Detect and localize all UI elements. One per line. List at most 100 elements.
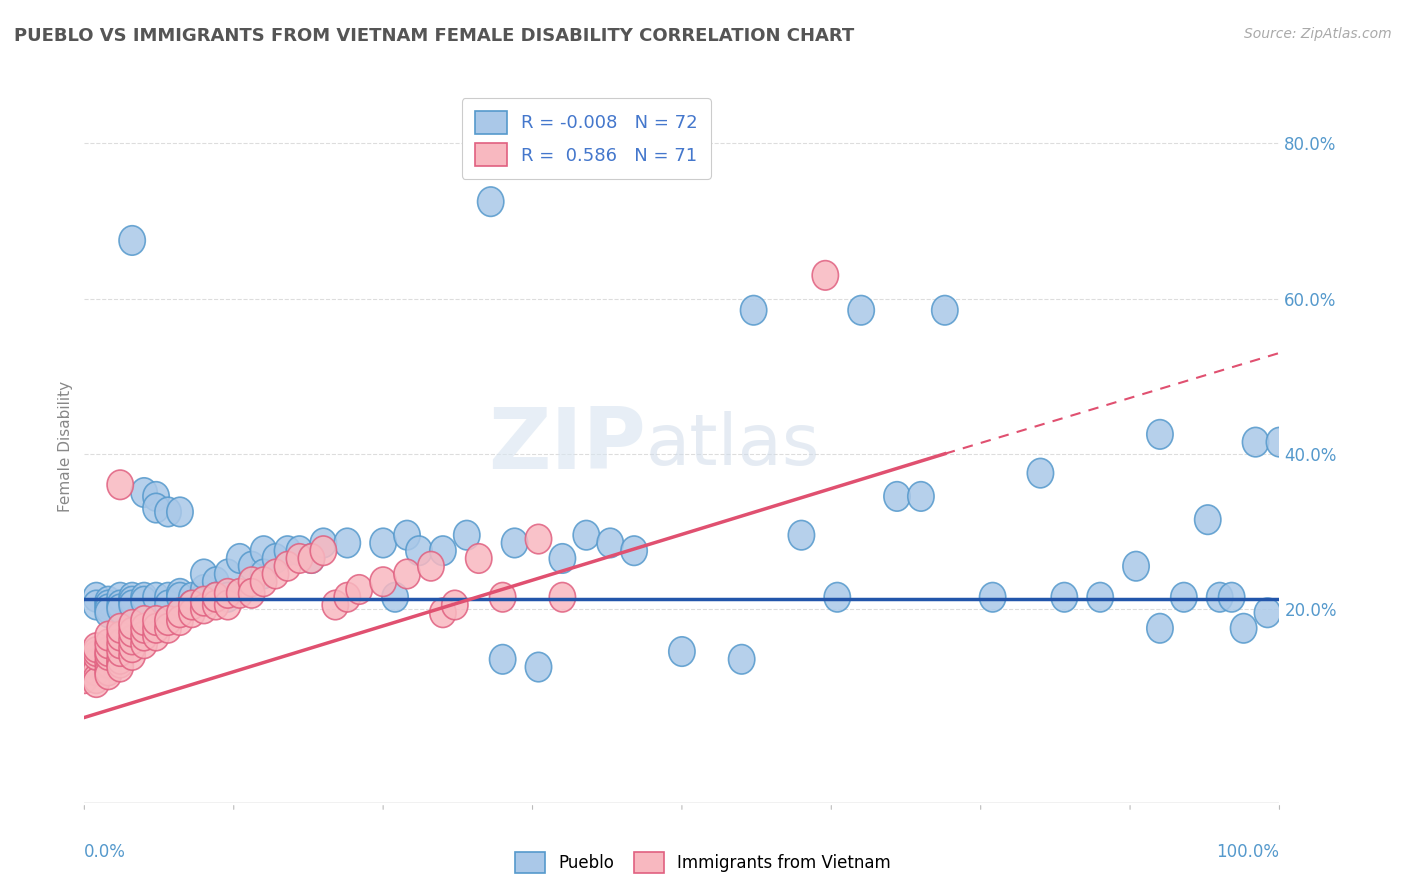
Legend: Pueblo, Immigrants from Vietnam: Pueblo, Immigrants from Vietnam xyxy=(508,846,898,880)
Ellipse shape xyxy=(226,579,253,608)
Ellipse shape xyxy=(441,591,468,620)
Ellipse shape xyxy=(143,622,169,651)
Ellipse shape xyxy=(489,582,516,612)
Ellipse shape xyxy=(848,295,875,325)
Ellipse shape xyxy=(96,640,121,670)
Ellipse shape xyxy=(454,520,479,550)
Ellipse shape xyxy=(1254,598,1281,627)
Ellipse shape xyxy=(83,633,110,663)
Ellipse shape xyxy=(96,598,121,627)
Ellipse shape xyxy=(202,567,229,597)
Ellipse shape xyxy=(107,629,134,658)
Ellipse shape xyxy=(96,637,121,666)
Ellipse shape xyxy=(1267,427,1292,457)
Ellipse shape xyxy=(83,582,110,612)
Ellipse shape xyxy=(179,591,205,620)
Ellipse shape xyxy=(298,544,325,574)
Ellipse shape xyxy=(191,559,217,589)
Ellipse shape xyxy=(179,582,205,612)
Ellipse shape xyxy=(322,591,349,620)
Ellipse shape xyxy=(191,586,217,615)
Ellipse shape xyxy=(250,567,277,597)
Ellipse shape xyxy=(107,648,134,678)
Ellipse shape xyxy=(550,582,575,612)
Ellipse shape xyxy=(83,591,110,620)
Ellipse shape xyxy=(406,536,432,566)
Ellipse shape xyxy=(143,606,169,635)
Ellipse shape xyxy=(287,536,312,566)
Ellipse shape xyxy=(598,528,623,558)
Ellipse shape xyxy=(83,640,110,670)
Ellipse shape xyxy=(263,559,288,589)
Text: 100.0%: 100.0% xyxy=(1216,843,1279,861)
Ellipse shape xyxy=(1123,551,1149,581)
Ellipse shape xyxy=(215,559,240,589)
Ellipse shape xyxy=(120,226,145,255)
Ellipse shape xyxy=(728,645,755,674)
Ellipse shape xyxy=(191,582,217,612)
Ellipse shape xyxy=(120,609,145,640)
Ellipse shape xyxy=(908,482,934,511)
Ellipse shape xyxy=(143,482,169,511)
Ellipse shape xyxy=(107,470,134,500)
Ellipse shape xyxy=(131,622,157,651)
Ellipse shape xyxy=(131,586,157,615)
Ellipse shape xyxy=(155,606,181,635)
Ellipse shape xyxy=(107,645,134,674)
Ellipse shape xyxy=(1243,427,1268,457)
Ellipse shape xyxy=(143,582,169,612)
Text: ZIP: ZIP xyxy=(488,404,647,488)
Ellipse shape xyxy=(550,544,575,574)
Text: 0.0%: 0.0% xyxy=(84,843,127,861)
Ellipse shape xyxy=(311,536,336,566)
Ellipse shape xyxy=(120,582,145,612)
Ellipse shape xyxy=(131,478,157,508)
Ellipse shape xyxy=(239,579,264,608)
Ellipse shape xyxy=(813,260,838,290)
Ellipse shape xyxy=(96,629,121,658)
Ellipse shape xyxy=(155,497,181,526)
Ellipse shape xyxy=(980,582,1005,612)
Ellipse shape xyxy=(574,520,599,550)
Ellipse shape xyxy=(143,614,169,643)
Ellipse shape xyxy=(824,582,851,612)
Ellipse shape xyxy=(250,559,277,589)
Ellipse shape xyxy=(167,497,193,526)
Ellipse shape xyxy=(932,295,957,325)
Ellipse shape xyxy=(1028,458,1053,488)
Ellipse shape xyxy=(274,536,301,566)
Ellipse shape xyxy=(107,652,134,681)
Ellipse shape xyxy=(96,622,121,651)
Ellipse shape xyxy=(526,652,551,681)
Ellipse shape xyxy=(669,637,695,666)
Ellipse shape xyxy=(311,528,336,558)
Ellipse shape xyxy=(202,582,229,612)
Ellipse shape xyxy=(83,657,110,686)
Ellipse shape xyxy=(394,520,420,550)
Ellipse shape xyxy=(131,614,157,643)
Ellipse shape xyxy=(96,586,121,615)
Ellipse shape xyxy=(1147,614,1173,643)
Ellipse shape xyxy=(202,582,229,612)
Legend: R = -0.008   N = 72, R =  0.586   N = 71: R = -0.008 N = 72, R = 0.586 N = 71 xyxy=(463,98,710,179)
Ellipse shape xyxy=(191,574,217,604)
Ellipse shape xyxy=(418,551,444,581)
Ellipse shape xyxy=(191,594,217,624)
Ellipse shape xyxy=(83,668,110,698)
Ellipse shape xyxy=(263,544,288,574)
Ellipse shape xyxy=(1219,582,1244,612)
Ellipse shape xyxy=(298,544,325,574)
Text: PUEBLO VS IMMIGRANTS FROM VIETNAM FEMALE DISABILITY CORRELATION CHART: PUEBLO VS IMMIGRANTS FROM VIETNAM FEMALE… xyxy=(14,27,855,45)
Ellipse shape xyxy=(1230,614,1257,643)
Ellipse shape xyxy=(131,582,157,612)
Ellipse shape xyxy=(107,591,134,620)
Ellipse shape xyxy=(335,582,360,612)
Ellipse shape xyxy=(155,614,181,643)
Ellipse shape xyxy=(489,645,516,674)
Ellipse shape xyxy=(346,574,373,604)
Ellipse shape xyxy=(96,660,121,690)
Ellipse shape xyxy=(83,637,110,666)
Ellipse shape xyxy=(430,598,456,627)
Ellipse shape xyxy=(83,664,110,693)
Y-axis label: Female Disability: Female Disability xyxy=(58,380,73,512)
